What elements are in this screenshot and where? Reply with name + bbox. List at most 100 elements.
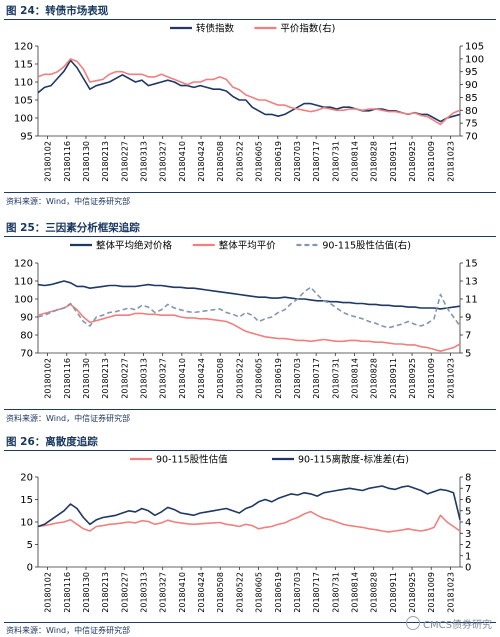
right-tick-label: 3 bbox=[465, 529, 471, 540]
x-tick-label: 20180619 bbox=[274, 572, 283, 613]
x-tick-label: 20180814 bbox=[351, 358, 360, 399]
source-rule-3 bbox=[4, 622, 496, 623]
x-tick-label: 20180508 bbox=[216, 141, 225, 182]
left-tick-label: 70 bbox=[20, 349, 33, 360]
right-tick-label: 5 bbox=[465, 506, 471, 517]
x-tick-label: 20181023 bbox=[446, 358, 455, 399]
x-tick-label: 20180717 bbox=[312, 572, 321, 613]
x-tick-label: 20180327 bbox=[159, 358, 168, 399]
source-rule-1 bbox=[4, 192, 496, 193]
chart-source-3: 资料来源：Wind，中信证券研究部 bbox=[6, 626, 131, 635]
x-tick-label: 20180911 bbox=[389, 141, 398, 182]
x-tick-label: 20180828 bbox=[370, 141, 379, 182]
left-tick-label: 10 bbox=[20, 518, 33, 529]
x-tick-label: 20180731 bbox=[331, 141, 340, 182]
right-tick-label: 70 bbox=[465, 132, 478, 143]
x-tick-label: 20180925 bbox=[408, 358, 417, 399]
legend-label-0: 转债指数 bbox=[196, 23, 235, 35]
left-tick-label: 120 bbox=[14, 42, 33, 53]
left-tick-label: 80 bbox=[20, 331, 33, 342]
x-tick-label: 20180605 bbox=[255, 358, 264, 399]
x-tick-label: 20180102 bbox=[44, 572, 53, 613]
x-tick-label: 20180703 bbox=[293, 141, 302, 182]
legend-label-2: 90-115股性估值(右) bbox=[322, 240, 411, 252]
series-line-0 bbox=[37, 280, 461, 310]
series-line-1 bbox=[37, 58, 461, 126]
left-tick-label: 90 bbox=[20, 313, 33, 324]
x-tick-label: 20180828 bbox=[370, 572, 379, 613]
x-tick-label: 20180410 bbox=[178, 358, 187, 399]
left-tick-label: 20 bbox=[20, 473, 33, 484]
legend-label-0: 整体平均绝对价格 bbox=[96, 240, 173, 252]
left-tick-label: 100 bbox=[14, 114, 33, 125]
x-tick-label: 20181009 bbox=[427, 572, 436, 613]
legend-label-1: 整体平均平价 bbox=[219, 240, 277, 252]
x-tick-label: 20180227 bbox=[120, 572, 129, 613]
right-tick-label: 5 bbox=[465, 349, 471, 360]
left-tick-label: 110 bbox=[14, 277, 33, 288]
right-tick-label: 7 bbox=[465, 484, 471, 495]
right-tick-label: 6 bbox=[465, 495, 471, 506]
x-tick-label: 20180410 bbox=[178, 141, 187, 182]
x-tick-label: 20180116 bbox=[63, 141, 72, 182]
x-tick-label: 20180605 bbox=[255, 572, 264, 613]
right-tick-label: 100 bbox=[465, 54, 484, 65]
legend-label-1: 90-115离散度-标准差(右) bbox=[298, 454, 409, 466]
legend-entry-0: 90-115股性估值 bbox=[130, 454, 228, 466]
series-line-1 bbox=[37, 485, 461, 528]
title-rule-3 bbox=[4, 450, 496, 451]
chart-title-2: 图 25：三因素分析框架追踪 bbox=[6, 222, 140, 234]
right-tick-label: 80 bbox=[465, 106, 478, 117]
x-tick-label: 20180116 bbox=[63, 358, 72, 399]
x-tick-label: 20181023 bbox=[446, 572, 455, 613]
x-tick-label: 20180703 bbox=[293, 358, 302, 399]
title-rule-1 bbox=[4, 19, 496, 20]
left-tick-label: 5 bbox=[27, 540, 33, 551]
x-tick-label: 20180327 bbox=[159, 572, 168, 613]
legend-entry-0: 整体平均绝对价格 bbox=[70, 240, 173, 252]
legend-entry-1: 90-115离散度-标准差(右) bbox=[272, 454, 409, 466]
left-tick-label: 115 bbox=[14, 60, 33, 71]
x-tick-label: 20180508 bbox=[216, 358, 225, 399]
watermark: CMCS债券研究 bbox=[406, 616, 492, 631]
x-tick-label: 20180130 bbox=[82, 572, 91, 613]
x-tick-label: 20181009 bbox=[427, 141, 436, 182]
right-tick-label: 85 bbox=[465, 93, 478, 104]
legend-entry-1: 平价指数(右) bbox=[254, 23, 335, 35]
left-tick-label: 100 bbox=[14, 295, 33, 306]
source-rule-2 bbox=[4, 409, 496, 410]
x-tick-label: 20180213 bbox=[101, 358, 110, 399]
title-rule-2 bbox=[4, 236, 496, 237]
right-tick-label: 105 bbox=[465, 42, 484, 53]
chart-title-1: 图 24：转债市场表现 bbox=[6, 5, 109, 17]
x-tick-label: 20180313 bbox=[140, 358, 149, 399]
left-tick-label: 15 bbox=[20, 495, 33, 506]
chart-source-2: 资料来源：Wind，中信证券研究部 bbox=[6, 414, 131, 423]
x-tick-label: 20180717 bbox=[312, 358, 321, 399]
series-line-0 bbox=[37, 510, 461, 533]
x-tick-label: 20181023 bbox=[446, 141, 455, 182]
x-tick-label: 20181009 bbox=[427, 358, 436, 399]
x-tick-label: 20180925 bbox=[408, 141, 417, 182]
x-tick-label: 20180424 bbox=[197, 141, 206, 182]
x-tick-label: 20180522 bbox=[235, 358, 244, 399]
right-tick-label: 0 bbox=[465, 563, 471, 574]
chart-title-3: 图 26：离散度追踪 bbox=[6, 436, 98, 448]
chart-3-svg: 90-115股性估值 90-115离散度-标准差(右)05101520012345… bbox=[20, 454, 471, 613]
x-tick-label: 20180424 bbox=[197, 358, 206, 399]
legend-entry-0: 转债指数 bbox=[170, 23, 235, 35]
x-tick-label: 20180828 bbox=[370, 358, 379, 399]
x-tick-label: 20180213 bbox=[101, 572, 110, 613]
legend-label-1: 平价指数(右) bbox=[280, 23, 335, 35]
x-tick-label: 20180911 bbox=[389, 572, 398, 613]
right-tick-label: 7 bbox=[465, 331, 471, 342]
x-tick-label: 20180814 bbox=[351, 141, 360, 182]
x-tick-label: 20180814 bbox=[351, 572, 360, 613]
x-tick-label: 20180911 bbox=[389, 358, 398, 399]
right-tick-label: 8 bbox=[465, 473, 471, 484]
wechat-icon bbox=[406, 616, 421, 630]
x-tick-label: 20180327 bbox=[159, 141, 168, 182]
right-tick-label: 90 bbox=[465, 80, 478, 91]
left-tick-label: 110 bbox=[14, 78, 33, 89]
x-tick-label: 20180116 bbox=[63, 572, 72, 613]
